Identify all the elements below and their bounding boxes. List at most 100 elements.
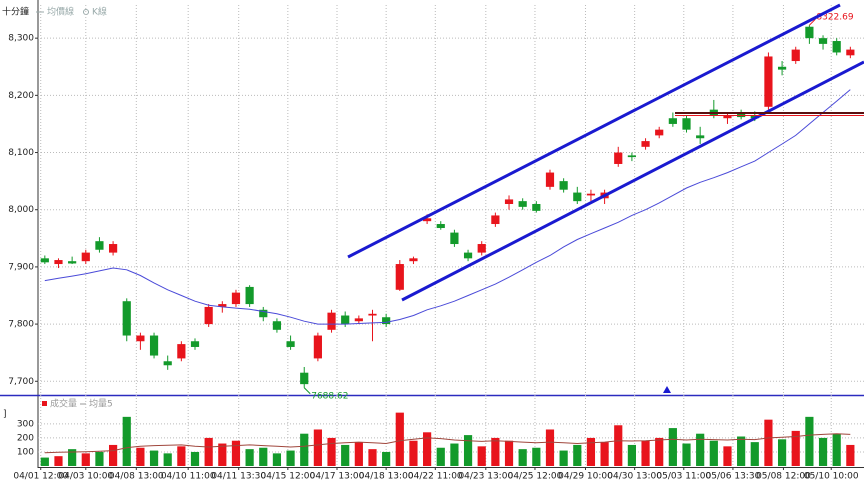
candle-body bbox=[136, 335, 145, 342]
candle-body bbox=[108, 244, 118, 253]
volume-bar bbox=[709, 440, 718, 466]
volume-bar bbox=[409, 440, 418, 466]
candle-body bbox=[231, 292, 241, 305]
candle-body bbox=[204, 306, 213, 325]
volume-bar bbox=[832, 433, 841, 466]
volume-bar bbox=[341, 444, 350, 466]
annotation: 7688.62 bbox=[311, 391, 348, 401]
x-tick-label: 04/03 10:00 bbox=[58, 472, 113, 482]
candle-body bbox=[382, 317, 391, 325]
volume-bar bbox=[614, 425, 623, 466]
volume-bar bbox=[682, 443, 691, 466]
candle-body bbox=[477, 244, 486, 253]
candle-body bbox=[190, 341, 200, 347]
legend-period: 十分鐘 bbox=[2, 6, 29, 18]
x-tick-label: 04/29 10:00 bbox=[558, 472, 613, 482]
volume-bar bbox=[750, 442, 759, 466]
volume-bar bbox=[586, 437, 596, 466]
moving-average bbox=[44, 89, 851, 325]
candle-body bbox=[627, 155, 636, 158]
candle-body bbox=[40, 258, 49, 263]
candle-body bbox=[655, 129, 664, 136]
x-tick-label: 04/25 12:00 bbox=[508, 472, 563, 482]
candle-body bbox=[641, 141, 650, 147]
volume-bar bbox=[54, 456, 63, 466]
volume-tick-label: 300 bbox=[17, 419, 34, 429]
volume-bar bbox=[463, 435, 473, 466]
candle-body bbox=[177, 344, 186, 359]
volume-bar bbox=[491, 437, 500, 466]
volume-moving-average bbox=[44, 433, 851, 454]
volume-bar bbox=[163, 453, 172, 466]
volume-bar bbox=[81, 453, 90, 466]
volume-bar bbox=[354, 442, 363, 466]
candle-body bbox=[368, 313, 377, 316]
volume-bar bbox=[68, 449, 77, 466]
y-tick-label: 7,800 bbox=[8, 320, 34, 330]
volume-bar bbox=[272, 453, 282, 466]
candle-body bbox=[777, 66, 787, 70]
candle-body bbox=[696, 135, 705, 139]
volume-bar bbox=[122, 416, 131, 466]
volume-bar bbox=[368, 449, 377, 466]
candle-body bbox=[559, 181, 568, 190]
volume-bar bbox=[300, 433, 309, 466]
annotation-leader bbox=[809, 18, 816, 26]
candle-body bbox=[614, 152, 623, 164]
volume-bar bbox=[245, 449, 254, 466]
candle-body bbox=[313, 335, 322, 359]
volume-bar bbox=[286, 450, 295, 466]
legend-ma: 均價線 bbox=[47, 6, 74, 18]
volume-bracket: ] bbox=[3, 410, 7, 420]
volume-bar bbox=[313, 429, 322, 466]
candle-body bbox=[259, 309, 268, 318]
candle-body bbox=[423, 218, 432, 222]
volume-bar bbox=[177, 446, 186, 466]
candle-body bbox=[81, 252, 90, 262]
volume-bar bbox=[791, 430, 800, 466]
volume-bar bbox=[95, 451, 104, 466]
volume-bar bbox=[136, 447, 145, 466]
volume-bar bbox=[846, 444, 855, 466]
candle-body bbox=[573, 192, 582, 202]
volume-bar bbox=[436, 447, 445, 466]
x-tick-label: 04/01 12:00 bbox=[13, 472, 68, 482]
candle-body bbox=[764, 56, 773, 107]
x-tick-label: 04/17 13:00 bbox=[310, 472, 365, 482]
volume-bar bbox=[655, 437, 664, 466]
candle-body bbox=[518, 201, 527, 207]
x-tick-label: 04/11 13:30 bbox=[211, 472, 266, 482]
candle-body bbox=[737, 112, 746, 118]
y-tick-label: 7,900 bbox=[8, 262, 34, 272]
candle-body bbox=[668, 118, 677, 124]
x-tick-label: 04/18 13:00 bbox=[359, 472, 414, 482]
legend-volume-swatch bbox=[42, 401, 47, 406]
volume-bar bbox=[504, 440, 514, 466]
candle-body bbox=[491, 215, 500, 225]
candle-body bbox=[409, 258, 418, 262]
volume-bar bbox=[395, 412, 404, 466]
y-tick-label: 8,000 bbox=[8, 205, 34, 215]
volume-bar bbox=[805, 416, 814, 466]
volume-bar bbox=[764, 419, 773, 466]
candle-body bbox=[122, 301, 131, 336]
x-tick-label: 04/22 11:00 bbox=[408, 472, 463, 482]
volume-bar bbox=[600, 442, 609, 466]
candle-body bbox=[245, 286, 254, 305]
volume-bar bbox=[259, 447, 268, 466]
candle-body bbox=[723, 115, 732, 119]
channel-upper bbox=[347, 3, 841, 259]
volume-bar bbox=[218, 443, 227, 466]
annotation-leader bbox=[303, 387, 311, 395]
volume-bar bbox=[382, 451, 391, 466]
x-tick-label: 05/03 11:00 bbox=[656, 472, 711, 482]
volume-bar bbox=[777, 439, 787, 466]
candle-body bbox=[463, 252, 473, 259]
candle-body bbox=[532, 204, 541, 211]
volume-bar bbox=[231, 440, 241, 466]
volume-bar bbox=[40, 457, 49, 466]
volume-bar bbox=[477, 446, 486, 466]
annotation: 8322.69 bbox=[816, 13, 853, 23]
